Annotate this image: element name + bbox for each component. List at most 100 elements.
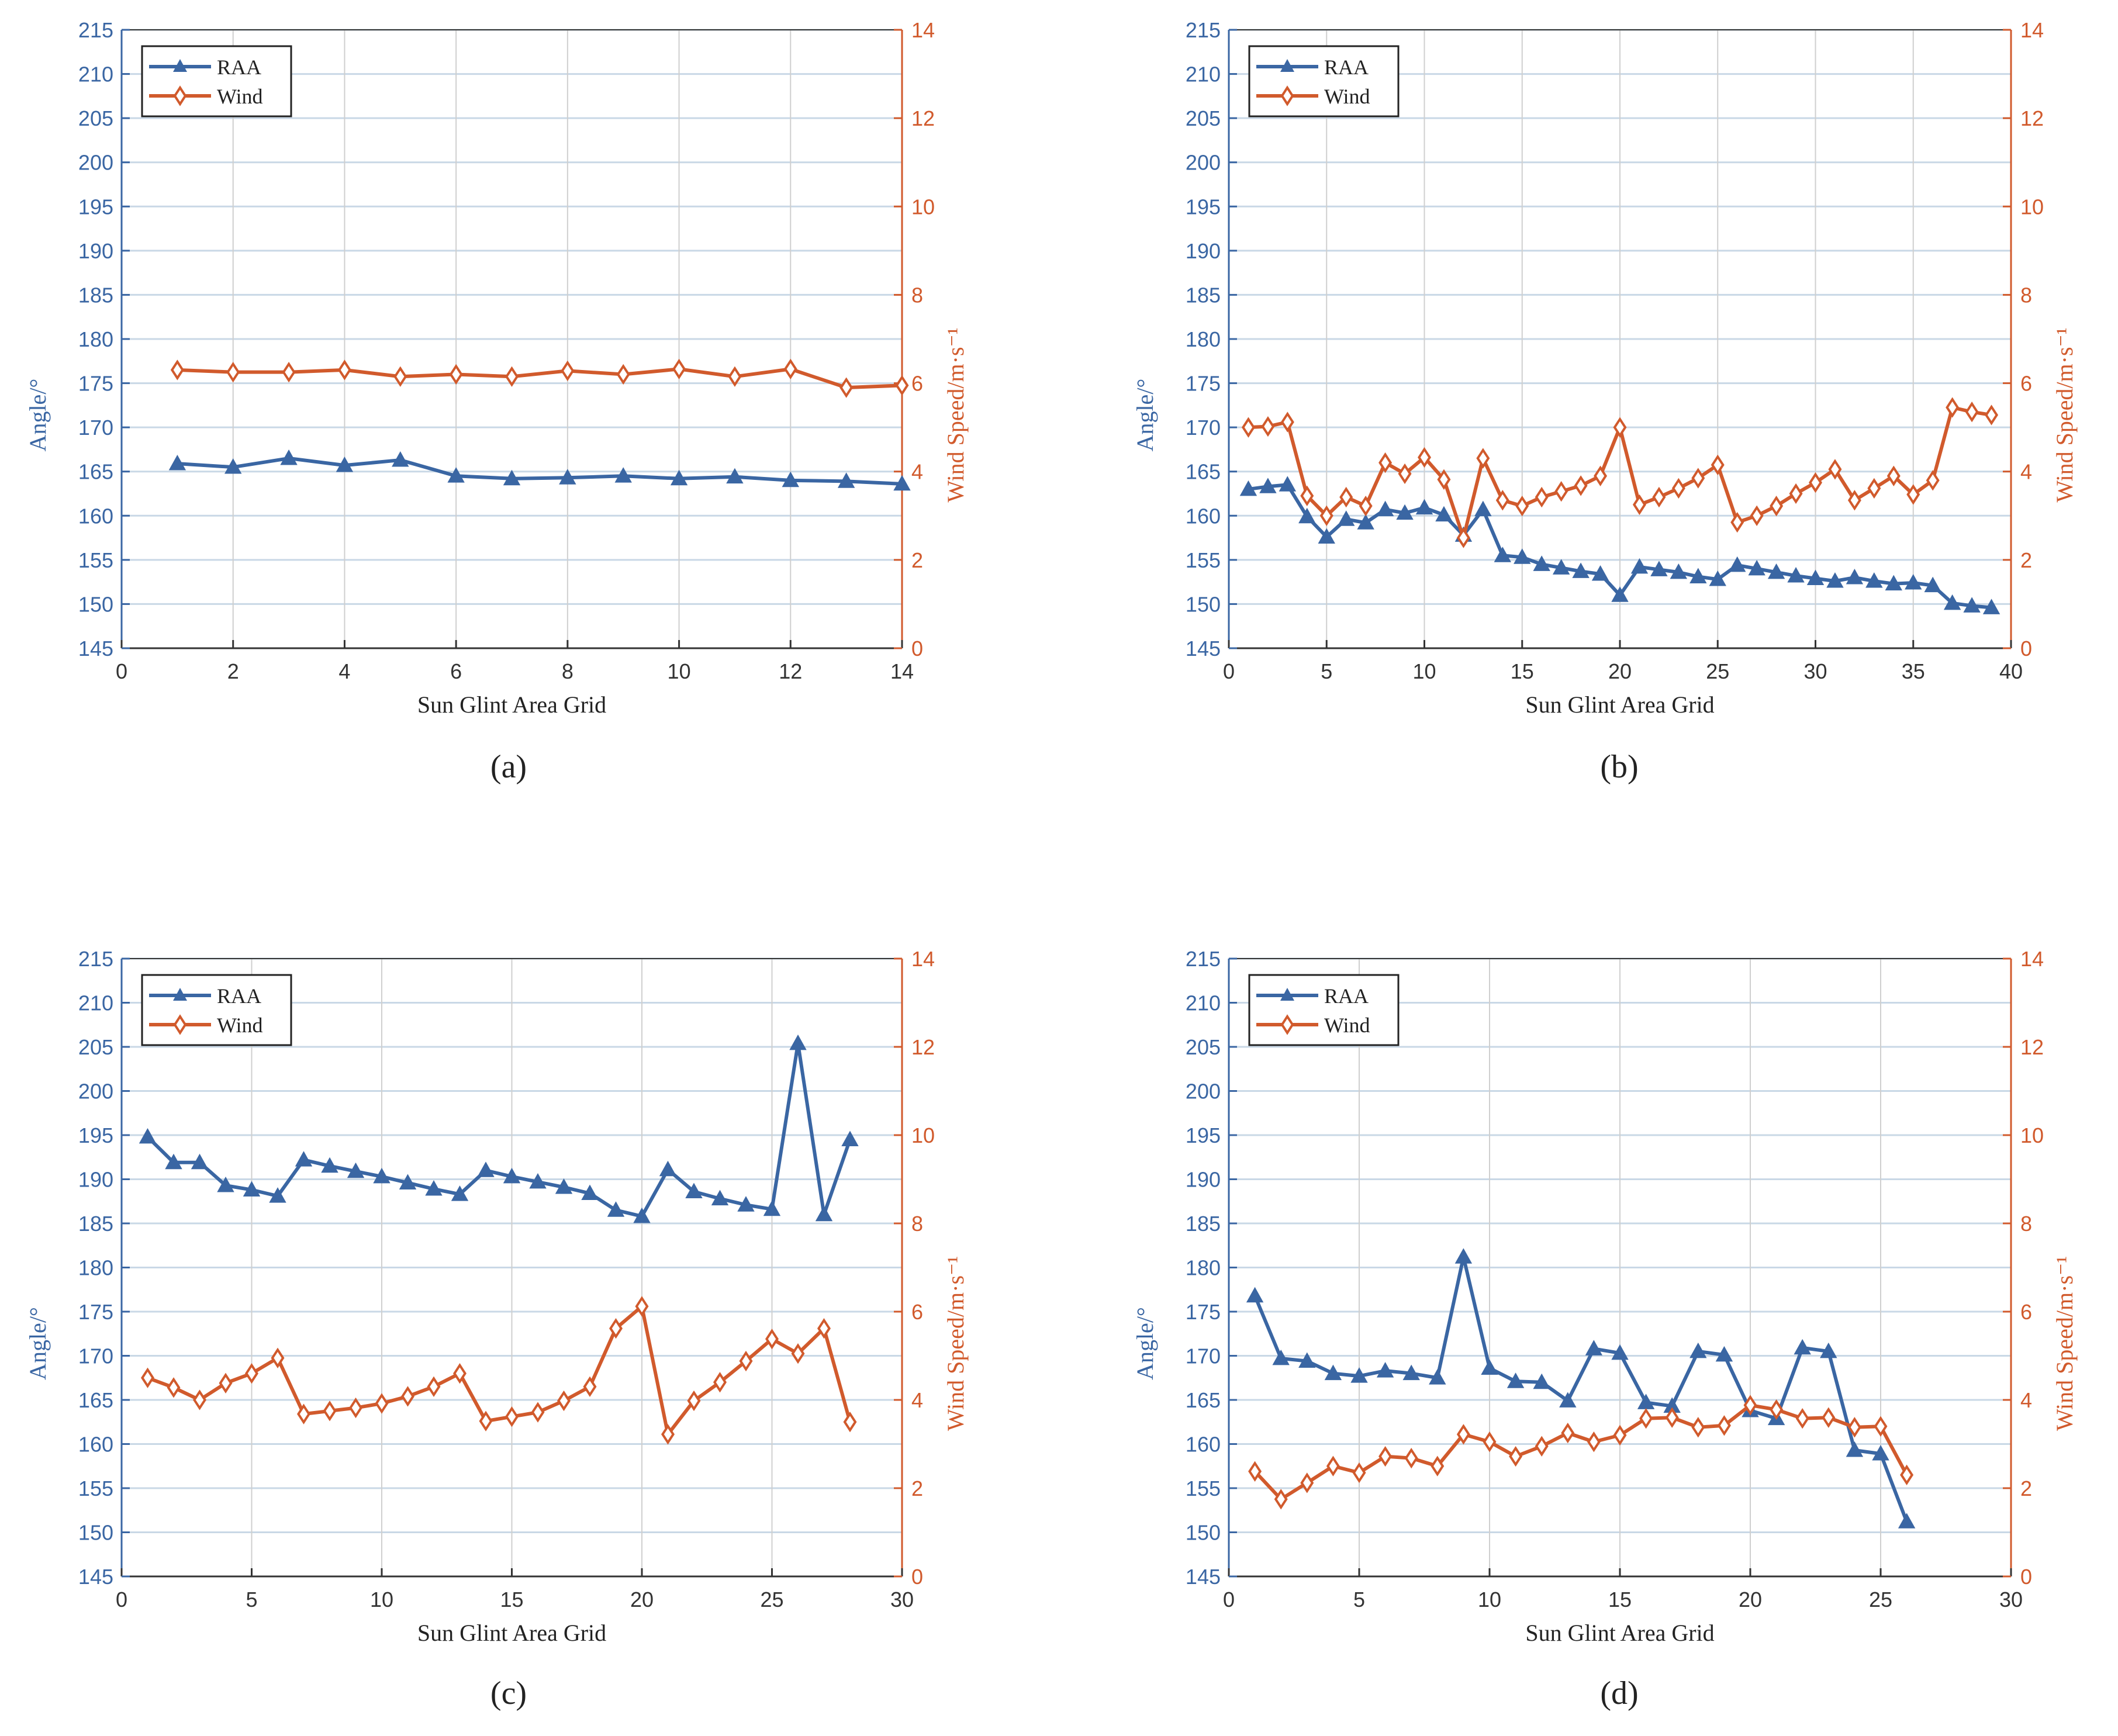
data-point-raa <box>555 1178 573 1194</box>
series-line-raa <box>177 457 903 486</box>
data-point-raa <box>1507 1372 1525 1388</box>
y-right-tick-label: 0 <box>911 637 923 660</box>
x-tick-label: 8 <box>562 659 573 683</box>
data-point-raa <box>1376 500 1394 517</box>
data-point-raa <box>168 455 186 471</box>
data-point-raa <box>1272 1349 1290 1365</box>
y-left-tick-label: 155 <box>78 548 113 572</box>
data-point-wind <box>561 360 575 382</box>
data-point-wind <box>1535 486 1549 508</box>
data-point-raa <box>269 1187 286 1203</box>
data-point-raa <box>1885 575 1902 591</box>
data-point-wind <box>1985 404 1999 426</box>
y-right-tick-label: 14 <box>2020 18 2044 42</box>
data-point-wind <box>1770 1399 1784 1420</box>
y-right-tick-label: 6 <box>911 1300 923 1324</box>
data-point-wind <box>401 1386 414 1407</box>
legend-marker-wind <box>173 85 187 106</box>
data-point-wind <box>616 364 630 385</box>
x-tick-label: 0 <box>1223 659 1235 683</box>
y-left-tick-label: 170 <box>78 416 113 440</box>
legend-label-raa: RAA <box>1324 56 1369 79</box>
data-point-wind <box>1495 490 1509 511</box>
y-left-axis-title: Angle/° <box>25 379 51 452</box>
y-left-tick-label: 145 <box>78 637 113 660</box>
data-point-raa <box>280 449 298 465</box>
y-right-tick-label: 8 <box>911 283 923 307</box>
y-left-tick-label: 180 <box>1186 1256 1221 1280</box>
series-line-raa <box>1253 1255 1909 1523</box>
x-axis-title: Sun Glint Area Grid <box>1525 691 1714 718</box>
data-point-wind <box>1717 1415 1731 1436</box>
data-point-raa <box>1324 1364 1342 1381</box>
data-point-raa <box>1611 1344 1629 1360</box>
chart-panel-a: 0 2 4 6 8 10 12 14 145 150 155 160 165 170 175 180 185 19… <box>25 18 969 785</box>
y-right-tick-label: 0 <box>911 1565 923 1589</box>
data-point-raa <box>893 475 911 491</box>
x-axis-title: Sun Glint Area Grid <box>417 691 606 718</box>
data-point-wind <box>1770 495 1784 517</box>
data-point-raa <box>1239 480 1257 496</box>
data-point-raa <box>425 1180 443 1196</box>
data-point-wind <box>170 359 184 381</box>
data-point-wind <box>609 1318 623 1339</box>
data-point-raa <box>392 451 409 467</box>
data-point-raa <box>711 1189 729 1206</box>
y-left-tick-label: 215 <box>1186 947 1221 971</box>
data-point-raa <box>1611 586 1629 602</box>
y-left-tick-label: 150 <box>78 592 113 616</box>
data-point-wind <box>791 1343 805 1364</box>
data-point-raa <box>477 1161 495 1177</box>
data-point-raa <box>685 1182 703 1199</box>
y-left-tick-label: 160 <box>78 1433 113 1457</box>
x-tick-label: 15 <box>1608 1588 1632 1611</box>
y-left-tick-label: 210 <box>1186 63 1221 87</box>
data-point-raa <box>782 471 799 487</box>
y-left-tick-label: 200 <box>78 151 113 175</box>
data-point-wind <box>1241 417 1255 438</box>
data-point-raa <box>1298 1352 1316 1368</box>
y-left-tick-label: 170 <box>78 1344 113 1368</box>
data-point-raa <box>347 1162 365 1178</box>
data-point-raa <box>1415 499 1433 515</box>
y-left-tick-label: 200 <box>1186 151 1221 175</box>
data-point-wind <box>1946 397 1960 418</box>
data-point-wind <box>271 1347 285 1368</box>
data-point-wind <box>282 362 296 383</box>
y-left-tick-label: 215 <box>78 18 113 42</box>
chart-panel-c: 0 5 10 15 20 25 301451501551601651701751801851… <box>25 947 969 1711</box>
y-right-tick-label: 12 <box>911 1035 935 1059</box>
y-right-tick-label: 4 <box>2020 460 2032 484</box>
y-left-axis-title: Angle/° <box>25 1307 51 1380</box>
legend-label-wind: Wind <box>217 1014 263 1037</box>
series-line-wind <box>147 1304 852 1436</box>
data-point-raa <box>1350 1367 1368 1383</box>
x-tick-label: 20 <box>630 1588 654 1611</box>
y-left-tick-label: 145 <box>1186 637 1221 660</box>
panel-label: (c) <box>490 1675 527 1711</box>
data-point-raa <box>1585 1340 1603 1355</box>
data-point-raa <box>1630 558 1649 574</box>
x-tick-label: 40 <box>1999 659 2023 683</box>
y-left-tick-label: 150 <box>78 1521 113 1545</box>
y-left-tick-label: 155 <box>1186 1476 1221 1500</box>
y-left-tick-label: 160 <box>78 504 113 528</box>
data-point-wind <box>1639 1408 1653 1429</box>
data-point-wind <box>1261 416 1275 437</box>
y-right-tick-label: 6 <box>2020 1300 2032 1324</box>
data-point-raa <box>815 1205 833 1222</box>
data-point-raa <box>1729 556 1746 572</box>
data-point-raa <box>737 1196 755 1212</box>
y-left-tick-label: 190 <box>1186 1168 1221 1192</box>
data-point-raa <box>1591 565 1609 581</box>
x-tick-label: 14 <box>890 659 914 683</box>
data-point-raa <box>224 458 242 474</box>
data-point-raa <box>191 1153 209 1170</box>
data-point-wind <box>1561 1422 1575 1444</box>
data-point-wind <box>1476 448 1490 469</box>
y-right-tick-label: 12 <box>911 106 935 130</box>
data-point-raa <box>1454 1248 1473 1264</box>
y-left-tick-label: 205 <box>78 1035 113 1059</box>
y-left-tick-label: 155 <box>1186 548 1221 572</box>
